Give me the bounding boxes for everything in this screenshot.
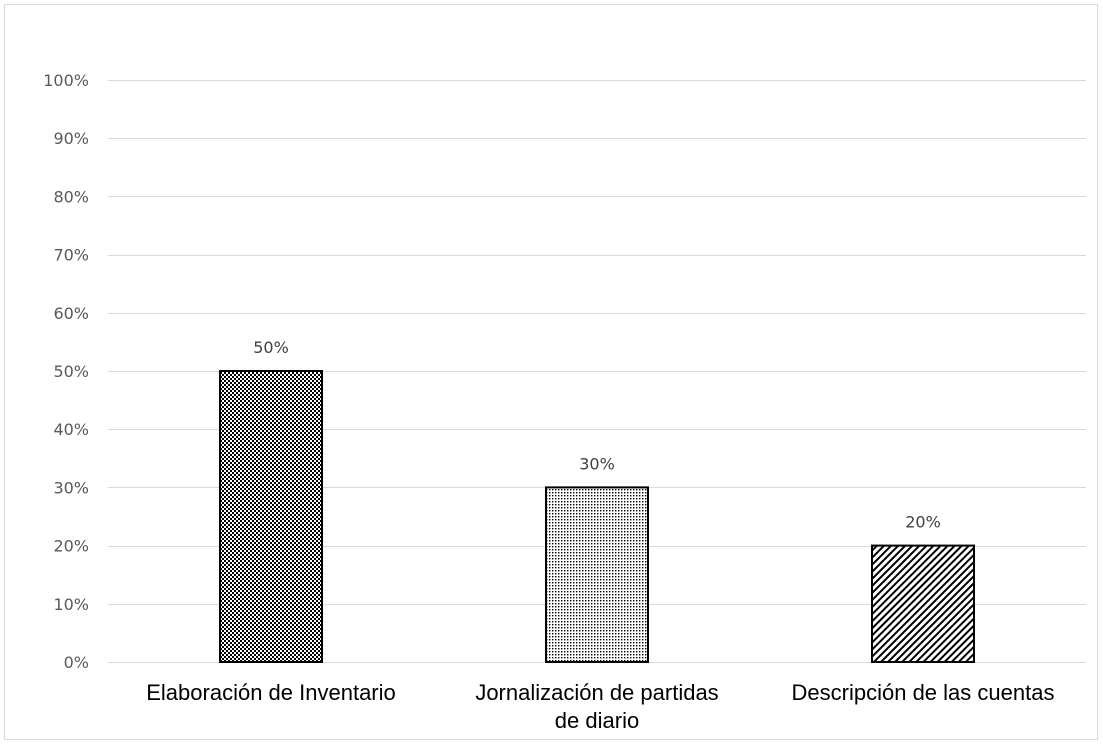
x-category-label: Descripción de las cuentas	[792, 680, 1055, 705]
y-tick-label: 90%	[53, 129, 89, 148]
data-labels: 50% 30% 20%	[253, 338, 941, 532]
bar	[219, 370, 323, 663]
y-tick-label: 20%	[53, 537, 89, 556]
y-tick-label: 10%	[53, 595, 89, 614]
x-category-label: de diario	[555, 708, 639, 733]
y-tick-label: 0%	[64, 653, 89, 672]
y-axis-tick-labels: 0% 10% 20% 30% 40% 50% 60% 70% 80% 90% 100%	[43, 71, 89, 672]
data-label: 50%	[253, 338, 289, 357]
bar	[871, 544, 975, 663]
y-tick-label: 70%	[53, 246, 89, 265]
x-axis-category-labels: Elaboración de Inventario Jornalización d…	[146, 680, 1054, 733]
y-tick-label: 60%	[53, 304, 89, 323]
y-tick-label: 80%	[53, 187, 89, 206]
data-label: 20%	[905, 513, 941, 532]
bars	[219, 370, 975, 663]
x-category-label: Elaboración de Inventario	[146, 680, 396, 705]
data-label: 30%	[579, 454, 615, 473]
y-tick-label: 50%	[53, 362, 89, 381]
x-category-label: Jornalización de partidas	[475, 680, 718, 705]
bar	[545, 486, 649, 663]
y-tick-label: 100%	[43, 71, 89, 90]
y-tick-label: 40%	[53, 420, 89, 439]
y-tick-label: 30%	[53, 478, 89, 497]
